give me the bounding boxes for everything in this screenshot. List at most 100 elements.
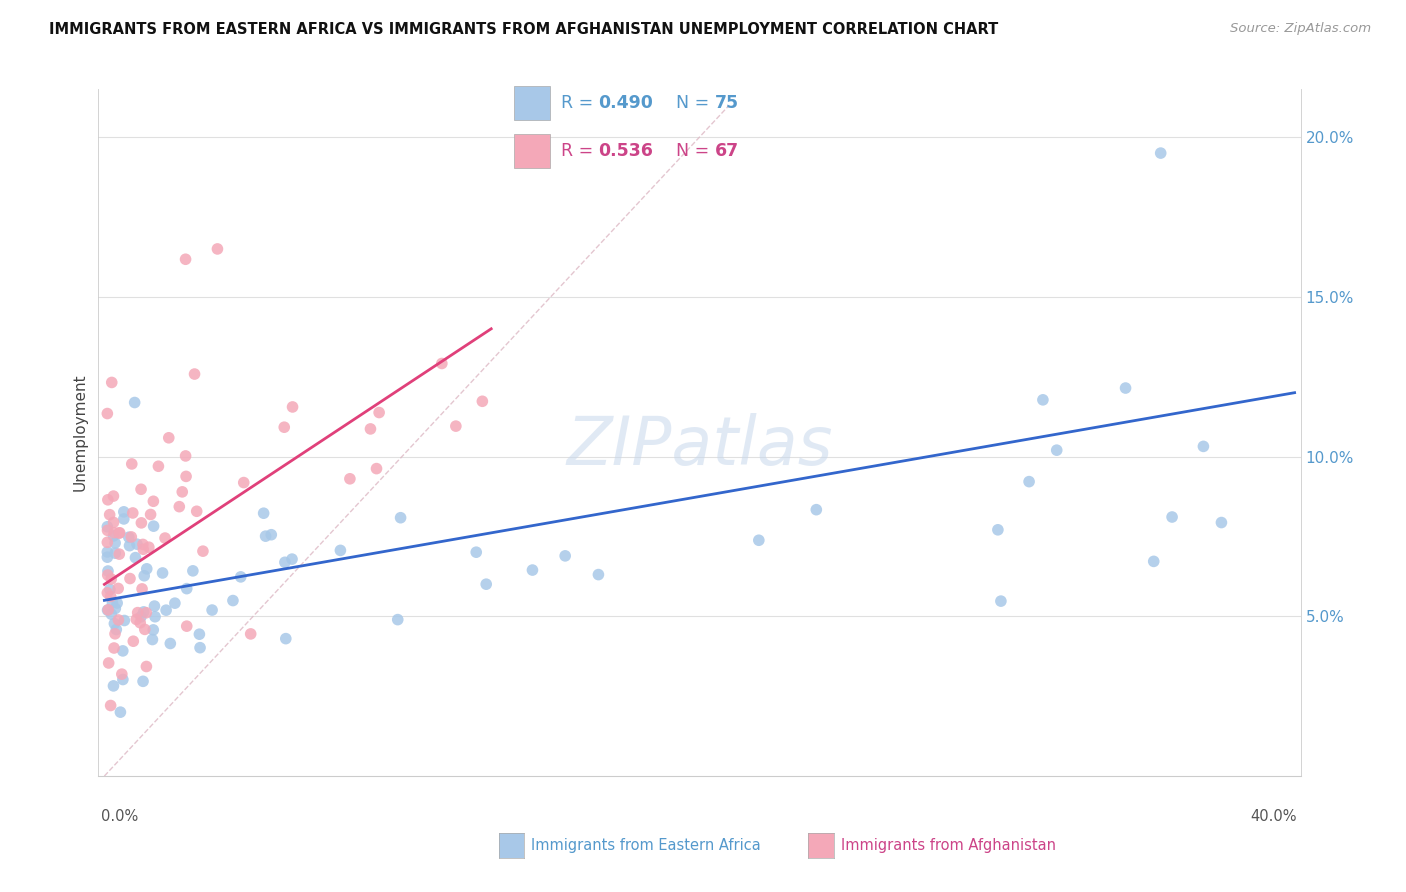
Text: Immigrants from Afghanistan: Immigrants from Afghanistan — [841, 838, 1056, 853]
Point — [103, 679, 125, 693]
Text: 0.490: 0.490 — [598, 94, 652, 112]
Point — [134, 568, 156, 582]
Point — [522, 563, 544, 577]
Point — [129, 609, 152, 624]
Text: R =: R = — [561, 142, 599, 161]
Point — [430, 356, 453, 370]
Point — [129, 483, 152, 497]
Text: 75: 75 — [714, 94, 738, 112]
Point — [471, 394, 494, 409]
Point — [176, 619, 198, 633]
Point — [135, 606, 157, 620]
Point — [254, 529, 277, 543]
Point — [121, 506, 143, 520]
Point — [120, 530, 142, 544]
FancyBboxPatch shape — [515, 87, 550, 120]
Point — [97, 603, 120, 617]
Point — [132, 542, 155, 557]
Point — [188, 640, 211, 655]
Text: Source: ZipAtlas.com: Source: ZipAtlas.com — [1230, 22, 1371, 36]
Point — [103, 525, 125, 540]
Point — [118, 530, 141, 544]
Point — [444, 419, 467, 434]
Point — [148, 459, 170, 474]
Point — [96, 524, 118, 538]
Point — [97, 492, 120, 507]
Point — [132, 674, 155, 689]
Point — [125, 612, 148, 626]
Point — [142, 623, 165, 637]
Point — [153, 531, 176, 545]
Point — [104, 627, 127, 641]
Point — [201, 603, 224, 617]
Point — [990, 594, 1012, 608]
Point — [112, 614, 135, 628]
Point — [104, 601, 127, 615]
Point — [112, 505, 135, 519]
Point — [131, 582, 153, 596]
Point — [134, 623, 156, 637]
Point — [157, 431, 180, 445]
Point — [475, 577, 498, 591]
Text: ZIPatlas: ZIPatlas — [567, 413, 832, 479]
Point — [339, 472, 361, 486]
Text: 40.0%: 40.0% — [1250, 809, 1296, 823]
Point — [387, 613, 409, 627]
Point — [129, 615, 152, 630]
Point — [108, 525, 131, 540]
Point — [112, 512, 135, 526]
Text: 0.536: 0.536 — [598, 142, 652, 161]
Point — [253, 506, 276, 520]
Point — [111, 644, 134, 658]
Point — [124, 550, 146, 565]
Point — [132, 537, 155, 551]
Point — [274, 632, 297, 646]
Point — [108, 547, 131, 561]
Point — [111, 673, 134, 687]
Point — [260, 527, 283, 541]
Point — [138, 540, 160, 554]
Point — [748, 533, 770, 548]
Point — [122, 634, 145, 648]
Point — [103, 640, 125, 655]
FancyBboxPatch shape — [515, 135, 550, 168]
Point — [143, 599, 166, 613]
Point — [152, 566, 174, 580]
Point — [127, 606, 149, 620]
Point — [273, 420, 295, 434]
Text: IMMIGRANTS FROM EASTERN AFRICA VS IMMIGRANTS FROM AFGHANISTAN UNEMPLOYMENT CORRE: IMMIGRANTS FROM EASTERN AFRICA VS IMMIGR… — [49, 22, 998, 37]
Point — [107, 613, 129, 627]
Point — [143, 609, 166, 624]
Point — [1150, 146, 1173, 161]
Point — [118, 572, 141, 586]
Point — [110, 705, 132, 719]
Point — [142, 494, 165, 508]
Point — [169, 500, 191, 514]
Point — [806, 502, 828, 516]
Point — [103, 616, 125, 631]
Point — [239, 627, 262, 641]
Point — [1211, 516, 1233, 530]
Point — [103, 516, 125, 530]
Point — [141, 632, 163, 647]
Point — [118, 539, 141, 553]
Point — [100, 607, 122, 622]
Point — [96, 535, 118, 549]
Point — [174, 252, 197, 267]
Point — [98, 582, 121, 597]
Point — [1192, 439, 1215, 453]
Point — [159, 636, 181, 650]
Point — [329, 543, 352, 558]
Point — [368, 405, 391, 419]
Point — [588, 567, 610, 582]
Point — [281, 552, 304, 566]
Point — [96, 545, 118, 559]
Point — [135, 659, 157, 673]
Point — [96, 586, 118, 600]
Point — [101, 596, 124, 610]
Point — [174, 469, 197, 483]
Point — [97, 603, 120, 617]
Point — [987, 523, 1010, 537]
Point — [107, 582, 129, 596]
Point — [132, 605, 155, 619]
